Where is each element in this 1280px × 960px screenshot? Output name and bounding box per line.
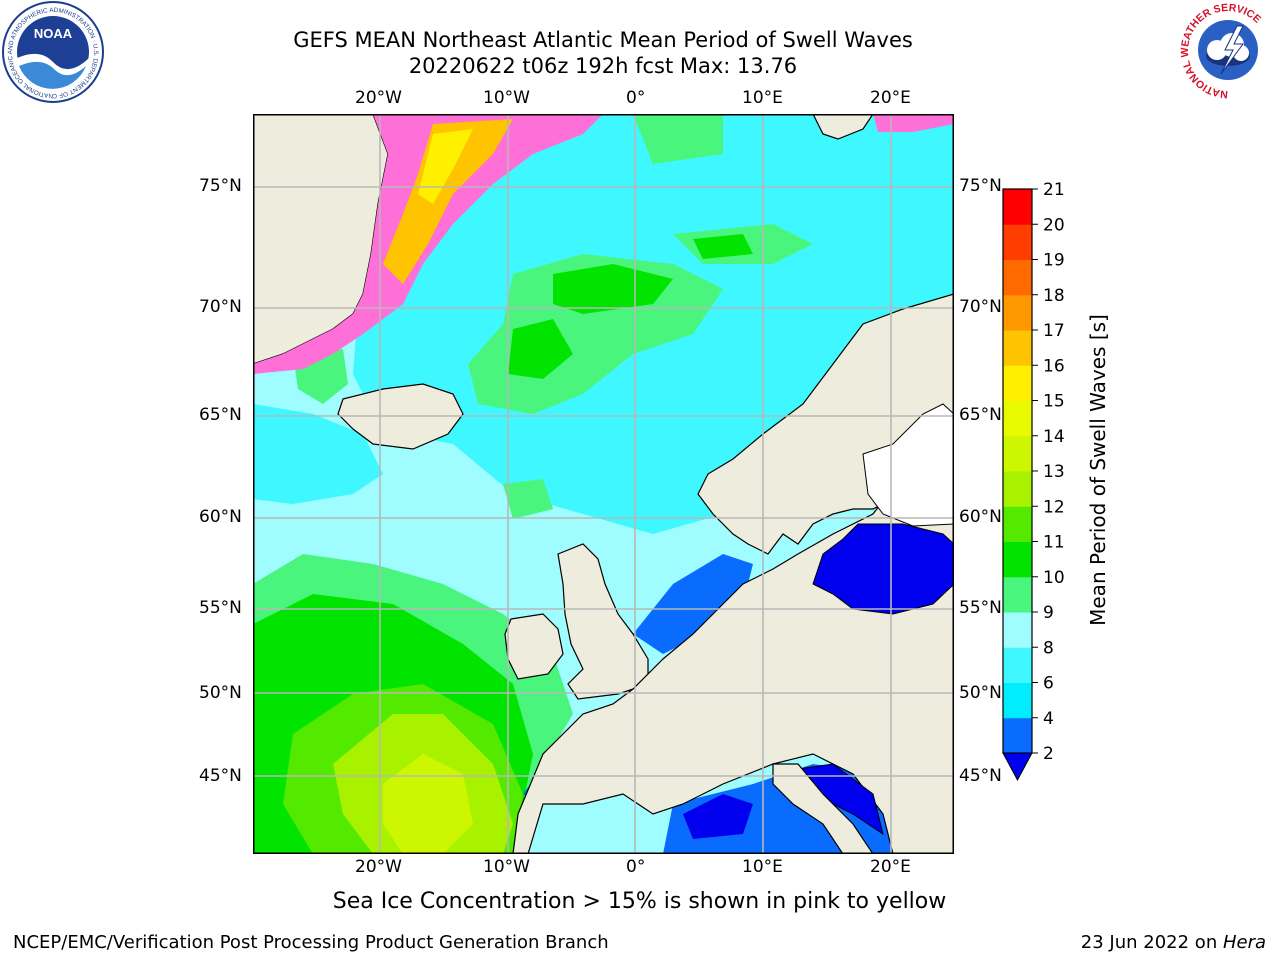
nws-logo: NATIONAL WEATHER SERVICE [1179,2,1275,100]
colorbar-box-20 [1003,189,1032,225]
lat-tick-right-70n: 70°N [959,297,1002,317]
land-europe [512,294,954,854]
colorbar-box-12 [1003,471,1032,507]
colorbar-box-19 [1003,224,1032,260]
lon-tick-bottom-0: 0° [626,857,646,877]
swell-period-map[interactable] [253,114,954,854]
sea-ice-orange [383,119,513,284]
colorbar-box-18 [1003,259,1032,296]
footer-credit: NCEP/EMC/Verification Post Processing Pr… [13,932,609,953]
colorbar-box-6 [1003,647,1032,683]
lat-tick-right-55n: 55°N [959,598,1002,618]
lon-tick-top-10w: 10°W [483,88,530,108]
lon-tick-bottom-10w: 10°W [483,857,530,877]
lon-tick-top-0: 0° [626,88,646,108]
gridlines [253,114,954,854]
colorbar-tick-label: 14 [1043,427,1065,447]
lat-tick-left-65n: 65°N [199,405,242,425]
field-cyan-west [253,404,383,504]
chart-subtitle: 20220622 t06z 192h fcst Max: 13.76 [408,54,798,78]
colorbar-tick-label: 13 [1043,462,1065,482]
colorbar-box-4 [1003,682,1032,719]
field-green-core [553,264,673,314]
field-green-core2 [508,319,573,379]
colorbar-tick-label: 2 [1043,744,1054,764]
colorbar: 2 4 6 8 9 10 11 12 13 14 15 16 17 18 19 20 21 [1002,180,1065,782]
colorbar-extend-min [1002,752,1033,782]
colorbar-box-8 [1003,612,1032,648]
colorbar-tick-label: 10 [1043,568,1065,588]
colorbar-tick-label: 9 [1043,603,1054,623]
map-frame [253,114,954,854]
colorbar-tick-label: 15 [1043,392,1065,412]
lat-tick-left-75n: 75°N [199,176,242,196]
colorbar-tick-label: 12 [1043,497,1065,517]
svg-text:NOAA: NOAA [34,26,73,41]
footer-date-text: 23 Jun 2022 on [1080,932,1223,953]
colorbar-tick-label: 19 [1043,251,1065,271]
colorbar-box-10 [1003,541,1032,578]
lat-tick-left-60n: 60°N [199,507,242,527]
sea-ice-yellow [418,129,473,204]
colorbar-box-13 [1003,435,1032,472]
colorbar-box-16 [1003,330,1032,366]
field-green-core3 [693,234,753,259]
land-svalbard [812,114,874,140]
colorbar-tick-label: 18 [1043,286,1065,306]
lat-tick-left-70n: 70°N [199,297,242,317]
colorbar-tick-label: 17 [1043,321,1065,341]
colorbar-box-9 [1003,576,1032,613]
field-blue-baltic [812,523,954,615]
footer-date: 23 Jun 2022 on Hera [1081,932,1266,953]
colorbar-box-2 [1003,717,1032,754]
field-blue-northsea [633,554,753,654]
sea-ice-note: Sea Ice Concentration > 15% is shown in … [332,889,947,914]
field-white-gulf-bothnia [862,403,954,527]
field-blue-med-inner [683,794,753,839]
colorbar-box-17 [1003,294,1032,331]
lon-tick-bottom-20w: 20°W [355,857,402,877]
colorbar-tick-label: 16 [1043,356,1065,376]
lat-tick-left-55n: 55°N [199,598,242,618]
colorbar-tick-label: 4 [1043,709,1054,729]
colorbar-title-wrap: Mean Period of Swell Waves [s] [1083,314,1113,626]
footer-host: Hera [1222,932,1266,953]
lon-tick-bottom-10e: 10°E [742,857,783,877]
colorbar-tick-label: 6 [1043,674,1054,694]
lat-tick-left-45n: 45°N [199,766,242,786]
colorbar-box-11 [1003,506,1032,542]
lat-tick-right-45n: 45°N [959,766,1002,786]
colorbar-box-15 [1003,365,1032,401]
land-ireland [504,613,564,680]
colorbar-tick-label: 8 [1043,638,1054,658]
colorbar-tick-label: 11 [1043,533,1065,553]
colorbar-title: Mean Period of Swell Waves [s] [1086,314,1110,626]
lon-tick-bottom-20e: 20°E [870,857,911,877]
colorbar-tick-label: 21 [1043,180,1065,200]
field-yellow-sw [383,754,473,854]
colorbar-tick-label: 20 [1043,215,1065,235]
lat-tick-right-75n: 75°N [959,176,1002,196]
noaa-logo: NOAA NATIONAL OCEANIC AND ATMOSPHERIC AD… [0,0,104,103]
lat-tick-right-50n: 50°N [959,683,1002,703]
lat-tick-right-65n: 65°N [959,405,1002,425]
lon-tick-top-20w: 20°W [355,88,402,108]
lat-tick-left-50n: 50°N [199,683,242,703]
lat-tick-right-60n: 60°N [959,507,1002,527]
colorbar-box-14 [1003,400,1032,437]
lon-tick-top-20e: 20°E [870,88,911,108]
field-green-nn [633,114,723,164]
lon-tick-top-10e: 10°E [742,88,783,108]
chart-title: GEFS MEAN Northeast Atlantic Mean Period… [293,28,913,52]
land-italy [772,763,874,854]
sea-ice-east [873,114,954,132]
field-green-rockall [503,479,553,519]
